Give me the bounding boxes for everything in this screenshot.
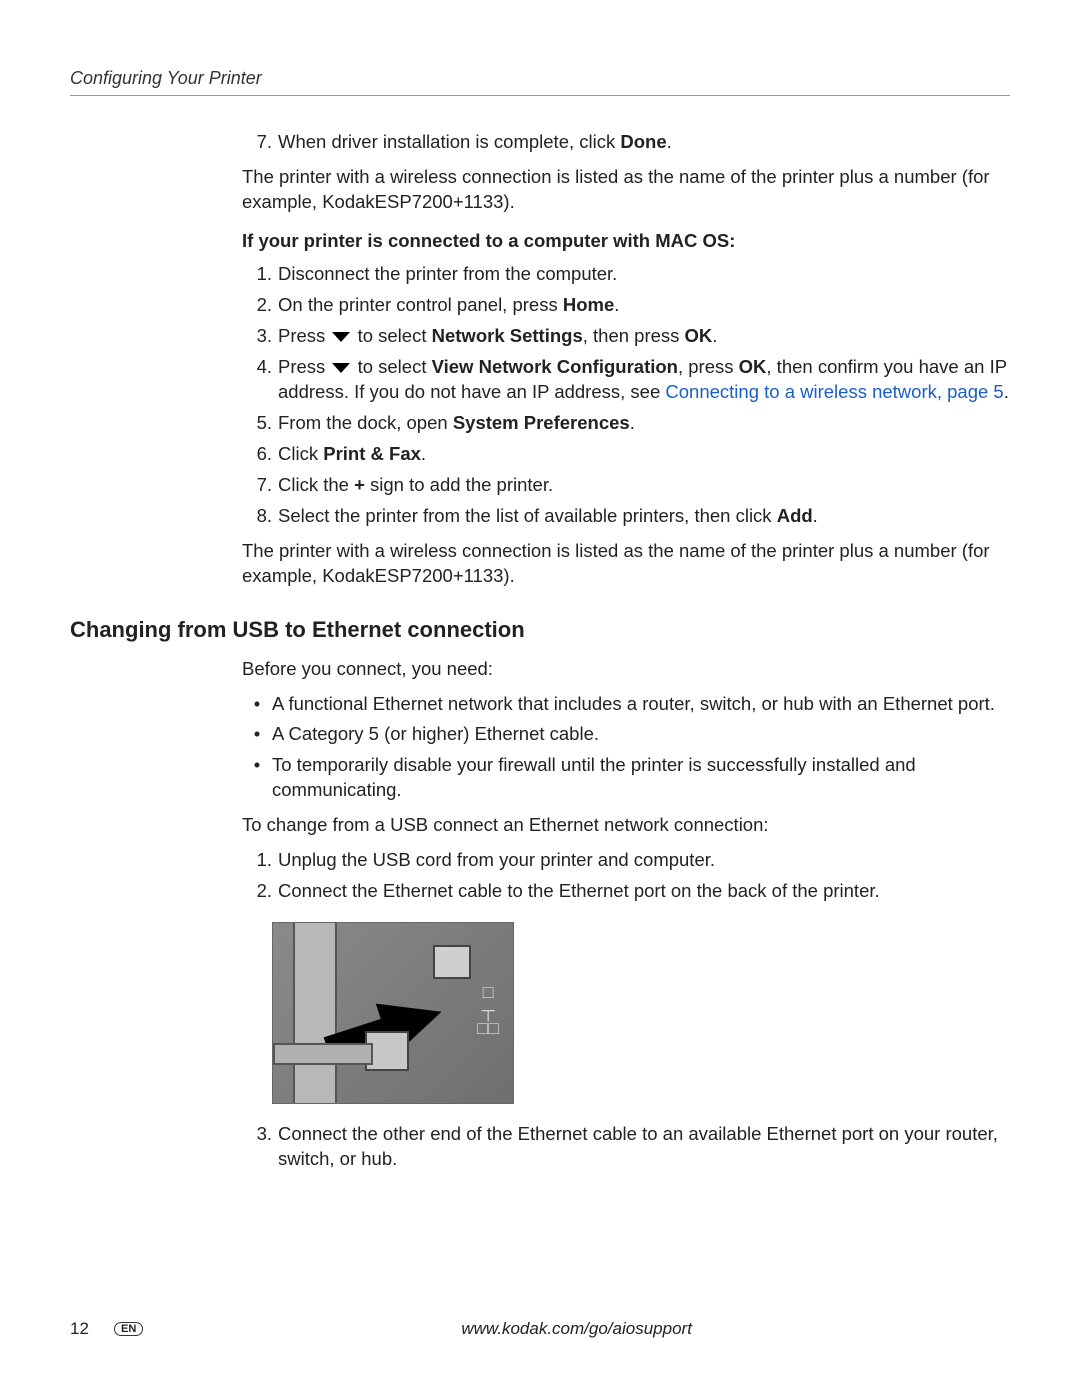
- ethernet-icon: □┬□□: [477, 983, 499, 1037]
- subheading-mac: If your printer is connected to a comput…: [242, 229, 1010, 254]
- figure-ethernet-port: □┬□□: [272, 922, 514, 1104]
- list-item: 6.Click Print & Fax.: [242, 442, 1010, 467]
- paragraph: To change from a USB connect an Ethernet…: [242, 813, 1010, 838]
- list-item: A Category 5 (or higher) Ethernet cable.: [242, 722, 1010, 747]
- list-item: 1.Unplug the USB cord from your printer …: [242, 848, 1010, 873]
- ordered-list-ethernet-b: 3.Connect the other end of the Ethernet …: [242, 1122, 1010, 1172]
- language-badge: EN: [114, 1322, 143, 1336]
- list-item: 7.When driver installation is complete, …: [242, 130, 1010, 155]
- ordered-list-mac: 1.Disconnect the printer from the comput…: [242, 262, 1010, 529]
- list-item: To temporarily disable your firewall unt…: [242, 753, 1010, 803]
- paragraph: Before you connect, you need:: [242, 657, 1010, 682]
- page-footer: 12 EN www.kodak.com/go/aiosupport: [70, 1319, 1010, 1339]
- page-number: 12: [70, 1319, 110, 1339]
- ethernet-section: Before you connect, you need: A function…: [242, 657, 1010, 1173]
- list-item: 8.Select the printer from the list of av…: [242, 504, 1010, 529]
- list-item: 5.From the dock, open System Preferences…: [242, 411, 1010, 436]
- list-item: 3.Press to select Network Settings, then…: [242, 324, 1010, 349]
- list-item: 4.Press to select View Network Configura…: [242, 355, 1010, 405]
- ordered-list-continued: 7.When driver installation is complete, …: [242, 130, 1010, 155]
- arrow-down-icon: [332, 363, 350, 373]
- arrow-down-icon: [332, 332, 350, 342]
- list-item: 1.Disconnect the printer from the comput…: [242, 262, 1010, 287]
- cross-reference-link[interactable]: Connecting to a wireless network, page 5: [665, 381, 1003, 402]
- list-item: 7.Click the + sign to add the printer.: [242, 473, 1010, 498]
- paragraph: The printer with a wireless connection i…: [242, 165, 1010, 215]
- list-item: A functional Ethernet network that inclu…: [242, 692, 1010, 717]
- page: Configuring Your Printer 7.When driver i…: [0, 0, 1080, 1172]
- ordered-list-ethernet-a: 1.Unplug the USB cord from your printer …: [242, 848, 1010, 904]
- list-item: 2.On the printer control panel, press Ho…: [242, 293, 1010, 318]
- section-heading: Changing from USB to Ethernet connection: [70, 617, 1010, 643]
- content-column: 7.When driver installation is complete, …: [242, 130, 1010, 589]
- running-head: Configuring Your Printer: [70, 68, 1010, 96]
- paragraph: The printer with a wireless connection i…: [242, 539, 1010, 589]
- list-item: 3.Connect the other end of the Ethernet …: [242, 1122, 1010, 1172]
- bullet-list-requirements: A functional Ethernet network that inclu…: [242, 692, 1010, 804]
- list-item: 2.Connect the Ethernet cable to the Ethe…: [242, 879, 1010, 904]
- footer-url: www.kodak.com/go/aiosupport: [143, 1319, 1010, 1339]
